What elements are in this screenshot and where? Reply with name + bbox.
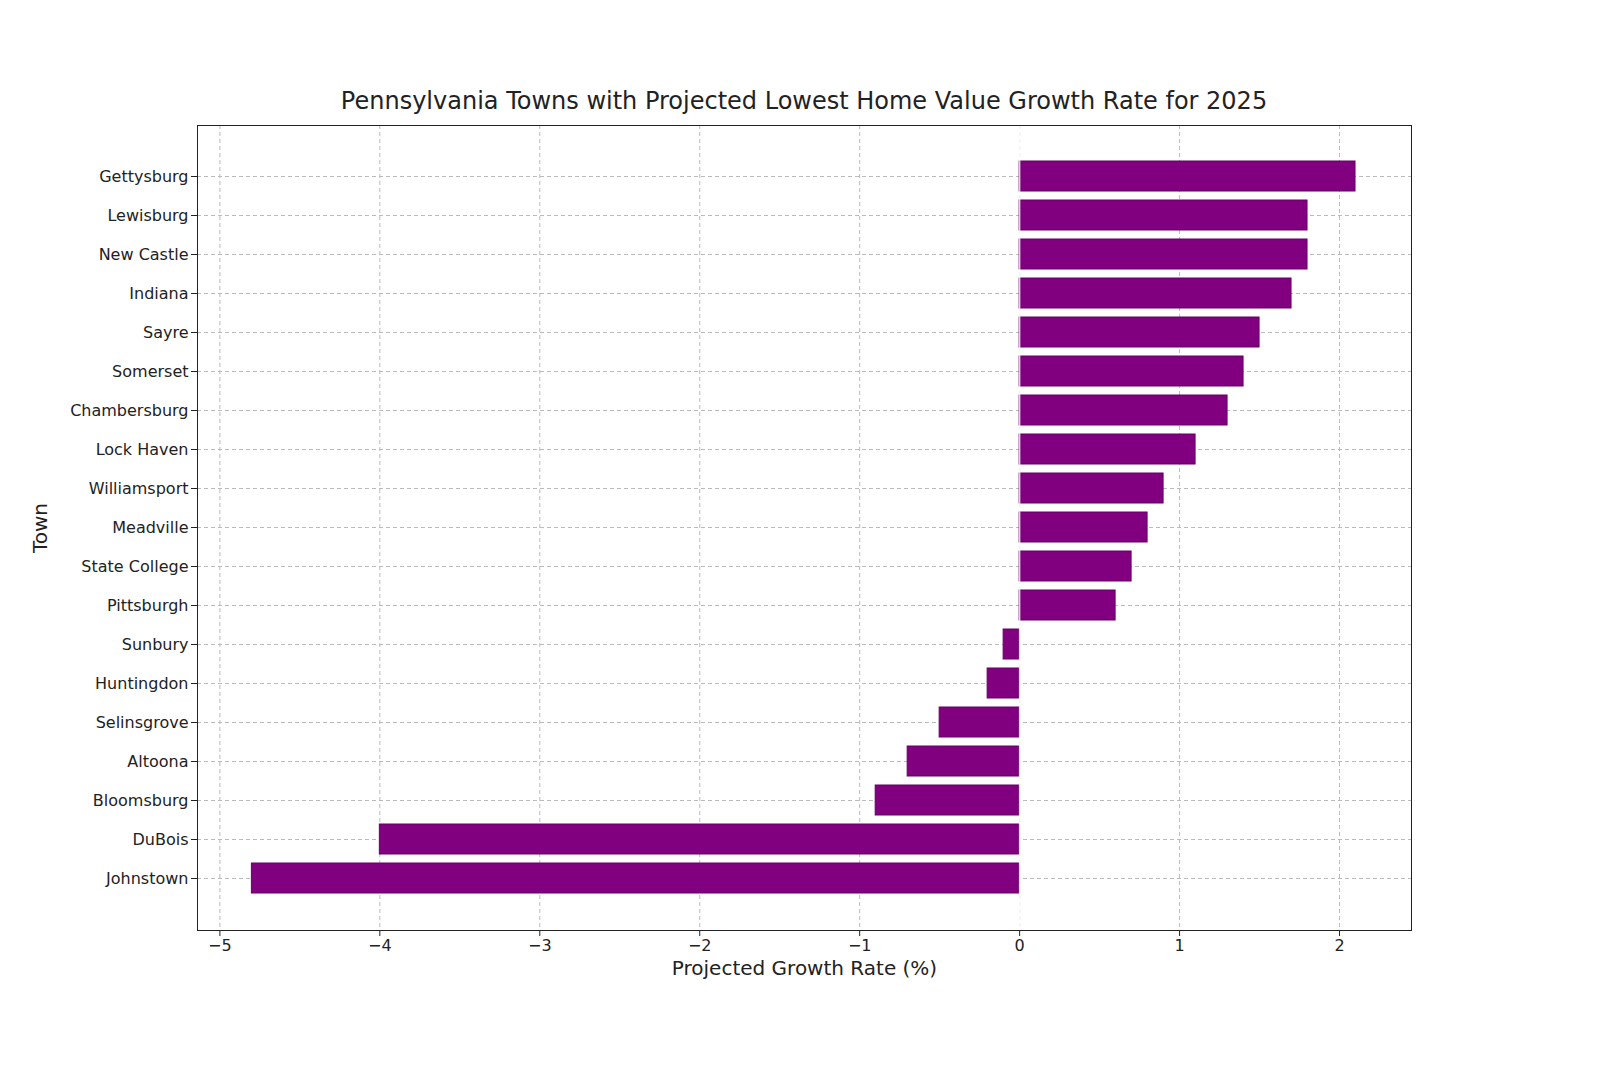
- svg-text:−2: −2: [688, 936, 712, 955]
- svg-text:Williamsport: Williamsport: [89, 479, 189, 498]
- svg-text:Altoona: Altoona: [127, 752, 188, 771]
- html-text:Pennsylvania Towns with Projec: Pennsylvania Towns with Projected Lowest…: [340, 87, 1268, 115]
- svg-text:0: 0: [1015, 936, 1025, 955]
- svg-text:Gettysburg: Gettysburg: [99, 167, 188, 186]
- svg-text:1: 1: [1174, 936, 1184, 955]
- svg-text:Bloomsburg: Bloomsburg: [93, 791, 189, 810]
- svg-text:New Castle: New Castle: [99, 245, 189, 264]
- svg-text:−5: −5: [208, 936, 232, 955]
- svg-text:Somerset: Somerset: [112, 362, 188, 381]
- svg-text:Projected Growth Rate (%): Projected Growth Rate (%): [672, 956, 937, 980]
- svg-text:−4: −4: [368, 936, 392, 955]
- svg-text:2: 2: [1334, 936, 1344, 955]
- svg-text:Johnstown: Johnstown: [105, 869, 188, 888]
- svg-text:Lock Haven: Lock Haven: [96, 440, 189, 459]
- svg-text:Selinsgrove: Selinsgrove: [96, 713, 189, 732]
- svg-text:Town: Town: [28, 503, 52, 554]
- svg-text:Pittsburgh: Pittsburgh: [107, 596, 189, 615]
- svg-text:Chambersburg: Chambersburg: [70, 401, 188, 420]
- svg-text:−3: −3: [528, 936, 552, 955]
- svg-text:Lewisburg: Lewisburg: [107, 206, 188, 225]
- svg-text:Sayre: Sayre: [143, 323, 189, 342]
- svg-text:State College: State College: [81, 557, 188, 576]
- svg-text:Meadville: Meadville: [112, 518, 188, 537]
- svg-text:Sunbury: Sunbury: [122, 635, 189, 654]
- svg-text:−1: −1: [848, 936, 872, 955]
- svg-text:DuBois: DuBois: [132, 830, 188, 849]
- svg-text:Huntingdon: Huntingdon: [95, 674, 188, 693]
- svg-text:Indiana: Indiana: [129, 284, 188, 303]
